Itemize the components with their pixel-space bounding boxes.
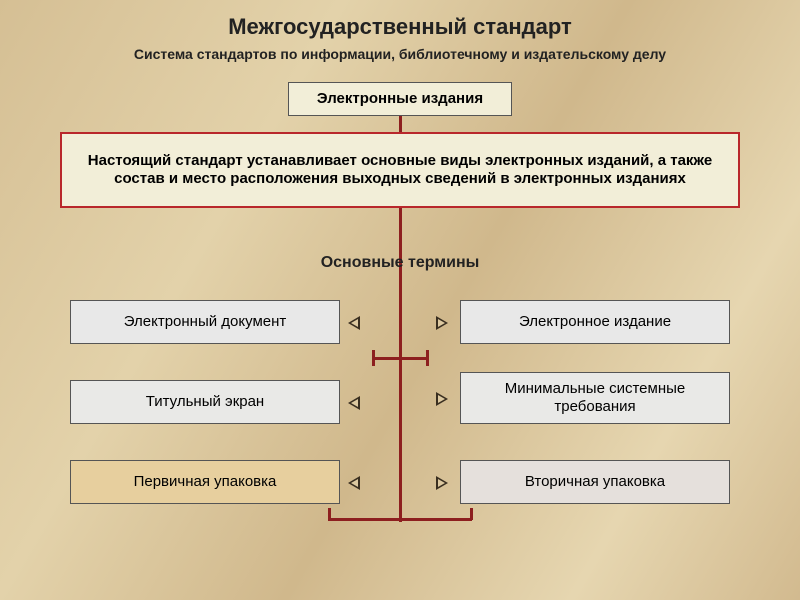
- arrow-row3-right: [420, 474, 448, 492]
- term-label: Минимальные системные требования: [471, 380, 719, 416]
- axis-mid-cap-r: [426, 350, 429, 366]
- top-box: Электронные издания: [288, 82, 512, 116]
- arrow-row2-left: [348, 394, 376, 412]
- page: Межгосударственный стандарт Система стан…: [0, 0, 800, 600]
- main-title: Межгосударственный стандарт: [0, 14, 800, 40]
- term-label: Электронное издание: [519, 313, 671, 331]
- term-label: Первичная упаковка: [134, 473, 277, 491]
- arrow-head-icon: [348, 476, 360, 490]
- arrow-row1-left: [348, 314, 376, 332]
- axis-base-tick: [328, 518, 472, 521]
- arrow-head-icon: [348, 316, 360, 330]
- arrow-row3-left: [348, 474, 376, 492]
- term-box-left-2: Первичная упаковка: [70, 460, 340, 504]
- arrow-head-icon: [436, 392, 448, 406]
- term-label: Электронный документ: [124, 313, 287, 331]
- axis-base-cap-r: [470, 508, 473, 520]
- term-box-right-0: Электронное издание: [460, 300, 730, 344]
- term-label: Вторичная упаковка: [525, 473, 665, 491]
- term-label: Титульный экран: [146, 393, 264, 411]
- arrow-head-icon: [436, 476, 448, 490]
- axis-mid-cap-l: [372, 350, 375, 366]
- arrow-head-icon: [348, 396, 360, 410]
- term-box-right-2: Вторичная упаковка: [460, 460, 730, 504]
- term-box-left-0: Электронный документ: [70, 300, 340, 344]
- axis-mid-tick: [372, 357, 428, 360]
- top-box-label: Электронные издания: [317, 90, 483, 108]
- term-box-left-1: Титульный экран: [70, 380, 340, 424]
- description-text: Настоящий стандарт устанавливает основны…: [72, 152, 728, 188]
- description-box: Настоящий стандарт устанавливает основны…: [60, 132, 740, 208]
- section-heading: Основные термины: [0, 254, 800, 272]
- axis-base-cap-l: [328, 508, 331, 520]
- subtitle: Система стандартов по информации, библио…: [0, 46, 800, 62]
- arrow-row1-right: [420, 314, 448, 332]
- term-box-right-1: Минимальные системные требования: [460, 372, 730, 424]
- arrow-head-icon: [436, 316, 448, 330]
- arrow-row2-right: [420, 390, 448, 408]
